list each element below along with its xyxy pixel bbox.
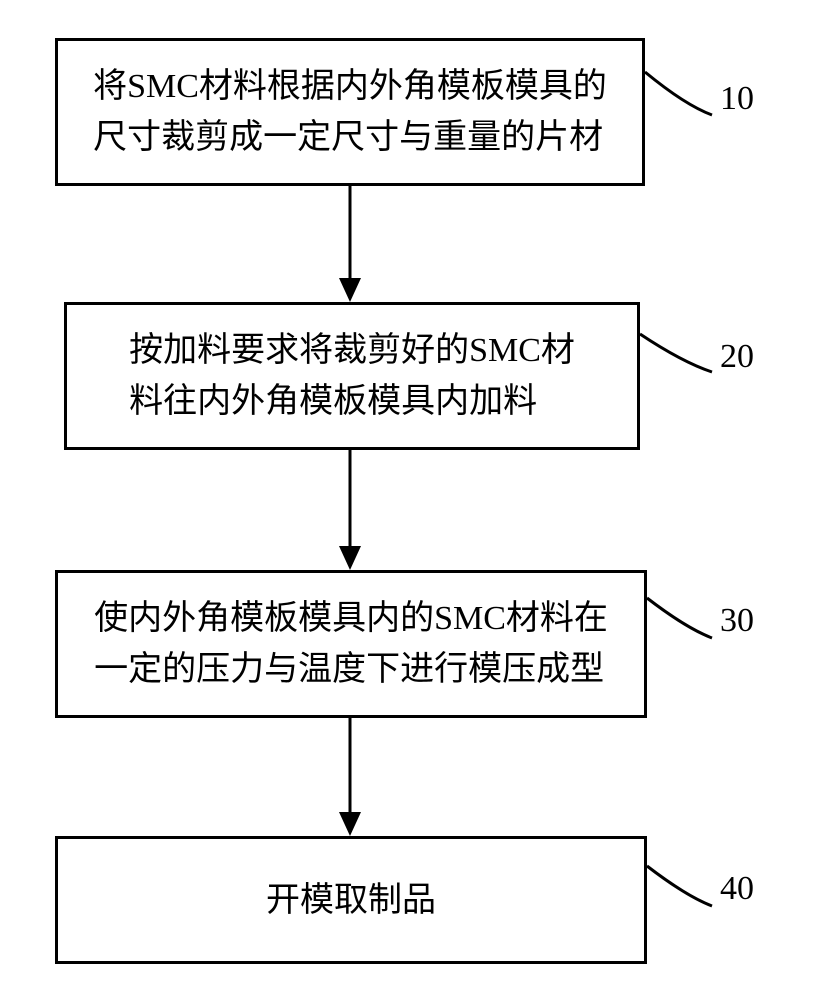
arrow-30-40 [0,0,821,1000]
flowchart-canvas: 将SMC材料根据内外角模板模具的 尺寸裁剪成一定尺寸与重量的片材10按加料要求将… [0,0,821,1000]
